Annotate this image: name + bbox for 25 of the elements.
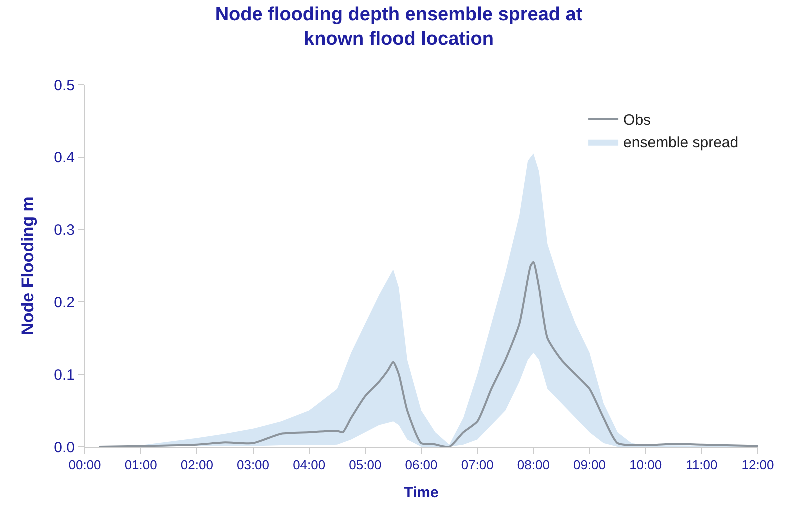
- x-tick-label: 10:00: [630, 458, 662, 473]
- y-tick-label: 0.0: [54, 439, 75, 456]
- x-tick-label: 03:00: [236, 458, 270, 473]
- legend-label: Obs: [624, 112, 652, 130]
- x-tick-label: 08:00: [517, 458, 550, 473]
- y-tick-label: 0.1: [54, 366, 75, 384]
- x-tick-label: 12:00: [742, 458, 774, 473]
- x-tick-label: 04:00: [293, 458, 326, 473]
- x-tick-label: 05:00: [349, 458, 382, 473]
- x-axis-title: Time: [404, 484, 439, 502]
- x-tick-label: 00:00: [68, 458, 102, 473]
- x-tick-label: 02:00: [180, 458, 214, 473]
- x-tick-label: 07:00: [461, 458, 494, 473]
- legend-label: ensemble spread: [624, 134, 739, 152]
- x-tick-label: 11:00: [686, 458, 718, 473]
- y-tick-label: 0.4: [54, 150, 75, 167]
- chart-title: Node flooding depth ensemble spread at known flood location: [215, 4, 584, 50]
- x-tick-label: 01:00: [124, 458, 158, 473]
- y-axis-title: Node Flooding m: [18, 196, 38, 336]
- x-tick-label: 09:00: [573, 458, 606, 473]
- line-series: [98, 261, 758, 447]
- x-tick-label: 06:00: [405, 458, 438, 473]
- y-tick-label: 0.3: [54, 222, 75, 240]
- y-tick-label: 0.2: [54, 294, 75, 312]
- y-tick-label: 0.5: [54, 77, 75, 94]
